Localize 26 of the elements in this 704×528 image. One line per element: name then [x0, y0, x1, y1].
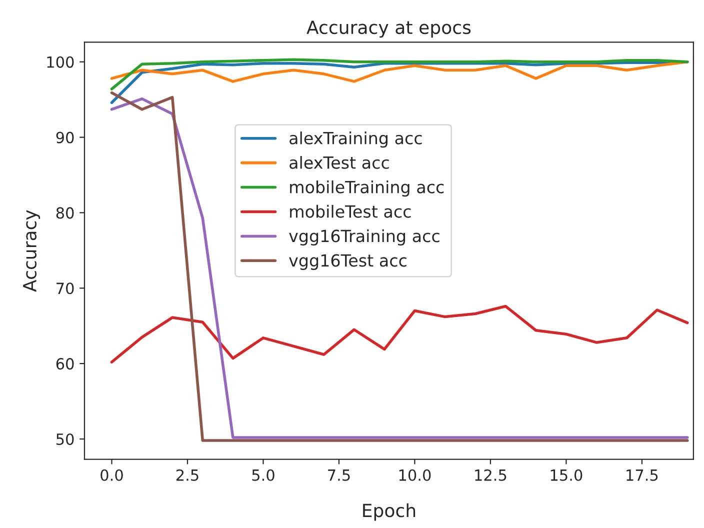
x-tick-label: 0.0	[100, 469, 123, 481]
x-tick-label: 2.5	[176, 469, 198, 481]
y-tick-label: 90	[56, 132, 74, 144]
y-tick-label: 80	[56, 207, 74, 219]
legend-label: vgg16Test acc	[289, 254, 406, 270]
y-tick-label: 100	[47, 56, 74, 68]
y-axis-title: Accuracy	[23, 210, 40, 292]
x-tick-label: 15.0	[550, 469, 582, 481]
legend-label: alexTest acc	[290, 156, 389, 169]
chart-title: Accuracy at epocs	[306, 20, 471, 38]
x-tick-label: 12.5	[475, 469, 506, 481]
y-tick-label: 50	[56, 433, 74, 446]
line-series	[110, 304, 689, 364]
x-tick-label: 5.0	[252, 469, 274, 481]
y-tick-label: 70	[56, 282, 74, 294]
legend-label: mobileTest acc	[290, 204, 411, 218]
y-tick-label: 60	[56, 358, 74, 370]
x-tick-label: 17.5	[626, 470, 658, 481]
legend-label: mobileTraining acc	[290, 180, 444, 197]
legend-label: alexTraining acc	[290, 132, 422, 148]
line-series	[110, 58, 689, 90]
x-tick-label: 7.5	[328, 470, 350, 481]
x-axis-title: Epoch	[363, 503, 416, 521]
x-tick-label: 10.0	[399, 469, 431, 481]
legend-label: vgg16Training acc	[289, 229, 440, 246]
line-series	[110, 60, 689, 83]
